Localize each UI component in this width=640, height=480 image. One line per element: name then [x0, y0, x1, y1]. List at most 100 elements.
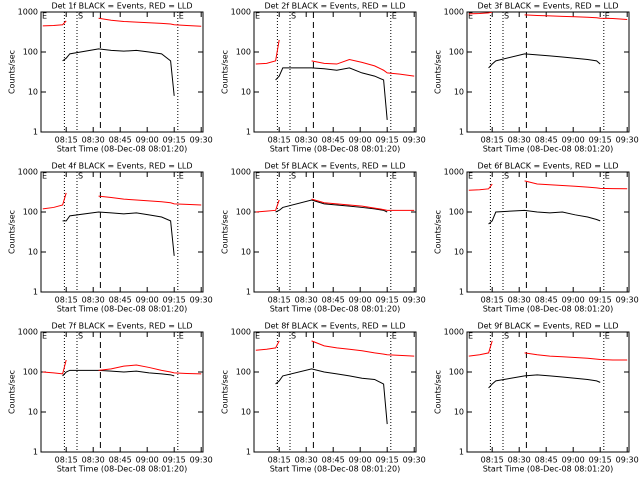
data-line [468, 340, 628, 361]
y-tick-label: 1 [246, 288, 251, 297]
y-tick-label: 10 [28, 248, 38, 257]
annotation: E [179, 332, 184, 341]
x-tick-label: 09:30 [616, 136, 639, 145]
annotation: S [291, 12, 296, 21]
y-tick-label: 10 [454, 88, 464, 97]
annotation: S [504, 172, 509, 181]
x-tick-label: 08:30 [295, 136, 318, 145]
x-tick-label: 09:00 [349, 456, 372, 465]
y-tick-label: 10 [454, 408, 464, 417]
x-tick-label: 08:15 [55, 456, 78, 465]
annotation: E [179, 172, 184, 181]
x-tick-label: 09:00 [349, 136, 372, 145]
data-line [275, 199, 388, 213]
x-tick-label: 09:00 [562, 456, 585, 465]
x-tick-label: 09:15 [376, 296, 399, 305]
annotation: S [78, 172, 83, 181]
x-tick-label: 09:00 [562, 136, 585, 145]
x-tick-label: 09:15 [163, 296, 186, 305]
x-axis-label: Start Time (08-Dec-08 08:01:20) [483, 305, 614, 314]
y-tick-label: 100 [236, 368, 251, 377]
annotation: S [78, 332, 83, 341]
x-tick-label: 08:45 [535, 136, 558, 145]
y-tick-label: 1000 [231, 8, 251, 17]
annotation: E [468, 172, 473, 181]
x-tick-label: 09:00 [136, 136, 159, 145]
y-tick-label: 100 [23, 208, 38, 217]
data-line [42, 359, 202, 375]
y-tick-label: 10 [28, 408, 38, 417]
y-tick-label: 100 [23, 368, 38, 377]
x-tick-label: 09:30 [403, 296, 426, 305]
annotation: S [78, 12, 83, 21]
annotation: E [255, 12, 260, 21]
chart-title: Det 5f BLACK = Events, RED = LLD [264, 162, 405, 171]
data-line [468, 180, 628, 191]
x-tick-label: 08:45 [322, 296, 345, 305]
x-tick-label: 08:45 [322, 136, 345, 145]
x-tick-label: 09:00 [562, 296, 585, 305]
chart-title: Det 1f BLACK = Events, RED = LLD [51, 2, 192, 11]
x-tick-label: 08:15 [268, 136, 291, 145]
y-tick-label: 1 [33, 448, 38, 457]
data-line [488, 53, 601, 69]
x-tick-label: 08:15 [268, 456, 291, 465]
plot-frame [253, 331, 417, 453]
x-tick-label: 09:15 [163, 456, 186, 465]
y-tick-label: 1 [246, 448, 251, 457]
x-tick-label: 09:30 [190, 136, 213, 145]
data-line [62, 369, 175, 377]
x-axis-label: Start Time (08-Dec-08 08:01:20) [57, 465, 188, 474]
x-tick-label: 08:30 [295, 296, 318, 305]
annotation: S [291, 172, 296, 181]
x-axis-label: Start Time (08-Dec-08 08:01:20) [270, 145, 401, 154]
x-tick-label: 09:15 [589, 456, 612, 465]
data-line [275, 368, 388, 425]
x-axis-label: Start Time (08-Dec-08 08:01:20) [57, 305, 188, 314]
annotation: S [504, 12, 509, 21]
x-tick-label: 09:30 [190, 296, 213, 305]
y-tick-label: 10 [454, 248, 464, 257]
annotation: E [605, 172, 610, 181]
annotation: E [392, 332, 397, 341]
panel: Det 5f BLACK = Events, RED = LLD 1 10 100 10… [221, 162, 426, 314]
y-tick-label: 1000 [18, 328, 38, 337]
y-axis-label: Counts/sec [8, 210, 17, 254]
x-tick-label: 08:30 [82, 296, 105, 305]
annotation: E [42, 12, 47, 21]
y-tick-label: 1 [459, 128, 464, 137]
y-axis-label: Counts/sec [434, 210, 443, 254]
y-tick-label: 100 [236, 208, 251, 217]
annotation: E [255, 332, 260, 341]
chart-title: Det 6f BLACK = Events, RED = LLD [477, 162, 618, 171]
panel: Det 4f BLACK = Events, RED = LLD 1 10 100 10… [8, 162, 213, 314]
x-tick-label: 08:30 [508, 136, 531, 145]
x-tick-label: 08:15 [481, 456, 504, 465]
plot-frame [466, 11, 630, 133]
y-tick-label: 100 [449, 208, 464, 217]
panel: Det 9f BLACK = Events, RED = LLD 1 10 100 10… [434, 322, 639, 474]
y-tick-label: 10 [241, 408, 251, 417]
annotation: E [605, 332, 610, 341]
panel: Det 7f BLACK = Events, RED = LLD 1 10 100 10… [8, 322, 213, 474]
plot-frame [466, 331, 630, 453]
plot-frame [253, 11, 417, 133]
data-line [42, 17, 202, 27]
data-line [488, 209, 601, 225]
x-tick-label: 09:15 [589, 296, 612, 305]
annotation: E [255, 172, 260, 181]
y-tick-label: 1 [459, 448, 464, 457]
x-tick-label: 08:45 [109, 136, 132, 145]
plot-frame [466, 171, 630, 293]
plot-frame [253, 171, 417, 293]
y-tick-label: 1 [459, 288, 464, 297]
x-tick-label: 09:15 [163, 136, 186, 145]
x-tick-label: 08:45 [535, 296, 558, 305]
annotation: S [504, 332, 509, 341]
y-tick-label: 100 [236, 48, 251, 57]
x-tick-label: 09:30 [403, 136, 426, 145]
data-line [275, 67, 388, 121]
x-tick-label: 09:15 [376, 136, 399, 145]
y-tick-label: 10 [28, 88, 38, 97]
